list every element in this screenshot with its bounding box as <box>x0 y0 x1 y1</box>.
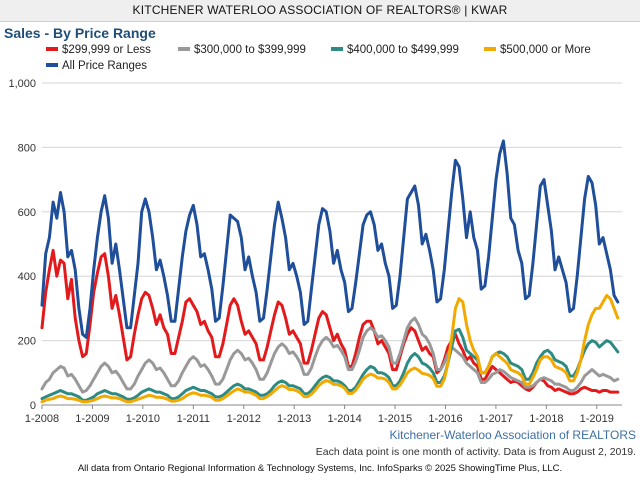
legend-label: $400,000 to $499,999 <box>347 44 459 56</box>
data-note: Each data point is one month of activity… <box>315 446 636 458</box>
banner: KITCHENER WATERLOO ASSOCIATION OF REALTO… <box>0 0 640 22</box>
x-tick-label: 1-2010 <box>126 413 160 425</box>
copyright-footer: All data from Ontario Regional Informati… <box>77 463 563 474</box>
legend-swatch <box>484 46 496 51</box>
x-tick-label: 1-2014 <box>327 413 361 425</box>
x-tick-label: 1-2017 <box>479 413 513 425</box>
x-tick-label: 1-2013 <box>277 413 311 425</box>
series-line-1 <box>40 316 620 394</box>
x-tick-label: 1-2019 <box>580 413 614 425</box>
legend-swatch <box>331 46 343 51</box>
legend-item-500k-plus: $500,000 or More <box>484 44 591 56</box>
legend-swatch <box>46 46 58 51</box>
y-tick-label: 800 <box>18 142 36 154</box>
legend-item-300k-400k: $300,000 to $399,999 <box>178 44 306 56</box>
legend-swatch <box>46 62 58 67</box>
series-line-0 <box>40 248 620 396</box>
legend-item-400k-500k: $400,000 to $499,999 <box>331 44 459 56</box>
source-label: Kitchener-Waterloo Association of REALTO… <box>389 428 636 442</box>
series-line-3 <box>40 294 620 404</box>
legend-item-all: All Price Ranges <box>46 60 147 72</box>
x-tick-label: 1-2008 <box>25 413 59 425</box>
x-tick-label: 1-2009 <box>75 413 109 425</box>
x-tick-label: 1-2015 <box>378 413 412 425</box>
legend-swatch <box>178 46 190 51</box>
y-tick-label: 400 <box>18 271 36 283</box>
y-tick-label: 600 <box>18 207 36 219</box>
y-tick-label: 0 <box>30 400 36 412</box>
series-line-2 <box>40 327 620 402</box>
legend-label: All Price Ranges <box>62 60 148 72</box>
legend-item-under-300k: $299,999 or Less <box>46 44 151 56</box>
legend-label: $500,000 or More <box>500 44 591 56</box>
y-tick-label: 200 <box>18 336 36 348</box>
legend-label: $300,000 to $399,999 <box>194 44 306 56</box>
x-tick-label: 1-2016 <box>428 413 462 425</box>
x-tick-label: 1-2011 <box>177 413 210 425</box>
x-tick-label: 1-2012 <box>227 413 261 425</box>
legend-label: $299,999 or Less <box>62 44 151 56</box>
series-line-4 <box>40 139 620 339</box>
y-tick-label: 1,000 <box>8 78 36 90</box>
x-tick-label: 1-2018 <box>529 413 563 425</box>
chart-title: Sales - By Price Range <box>4 25 156 41</box>
